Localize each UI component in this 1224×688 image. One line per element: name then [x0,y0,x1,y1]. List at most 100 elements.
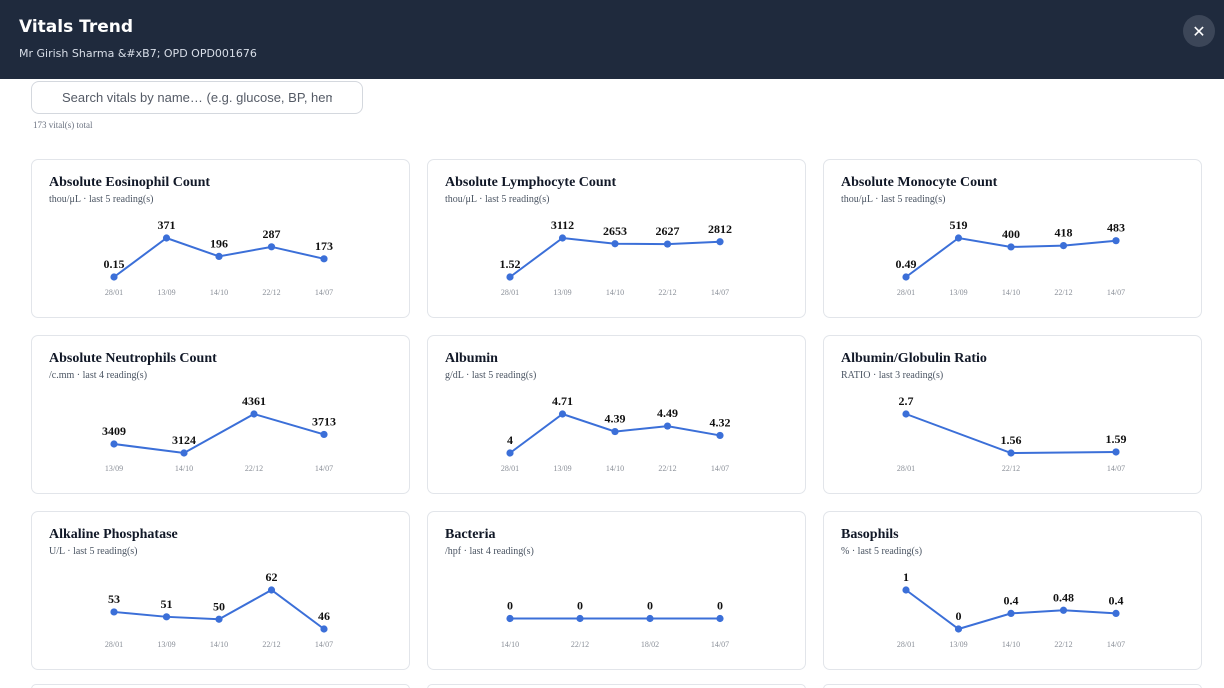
x-tick-label: 14/10 [1002,640,1020,649]
vital-trend-chart: 1 28/01 0 13/09 0.4 14/10 0.48 22/12 0.4 14/07 [897,570,1125,649]
vital-trend-chart: 4 28/01 4.71 13/09 4.39 14/10 4.49 22/12 4.32 14/… [501,394,731,473]
vital-card[interactable]: Alkaline Phosphatase U/L · last 5 reading… [31,511,410,670]
x-tick-label: 22/12 [1054,288,1072,297]
data-label: 62 [266,570,278,584]
x-tick-label: 22/12 [1054,640,1072,649]
search-input[interactable] [31,81,363,114]
data-label: 51 [161,597,173,611]
x-tick-label: 14/07 [1107,288,1125,297]
data-point [1059,606,1068,614]
data-point [716,431,724,440]
data-point [267,586,276,594]
vital-card-title: Absolute Eosinophil Count [49,175,211,190]
modal-title: Vitals Trend [19,17,134,37]
data-point [576,614,584,623]
x-tick-label: 22/12 [262,288,280,297]
vital-card-title: Bacteria [445,527,496,542]
data-label: 4.32 [710,415,731,429]
data-point [902,586,910,594]
data-label: 173 [315,239,333,253]
data-point [320,430,328,439]
x-tick-label: 28/01 [897,288,915,297]
vital-card[interactable]: Albumin g/dL · last 5 reading(s) 4 28/01 4.7… [427,335,806,494]
x-tick-label: 28/01 [897,640,915,649]
vital-card-subtitle: % · last 5 reading(s) [841,546,923,557]
x-tick-label: 13/09 [949,640,967,649]
vital-card-title: Absolute Lymphocyte Count [445,175,617,190]
data-label: 1.59 [1106,432,1127,446]
data-label: 0.49 [896,257,917,271]
x-tick-label: 28/01 [501,288,519,297]
close-button[interactable]: ✕ [1183,15,1215,47]
x-tick-label: 14/07 [1107,464,1125,473]
x-tick-label: 22/12 [1002,464,1020,473]
data-label: 0 [577,599,583,613]
vital-card-peek [427,684,806,688]
x-tick-label: 14/10 [210,288,228,297]
data-label: 4.49 [657,406,678,420]
vital-card-title: Absolute Neutrophils Count [49,351,217,366]
vital-card[interactable]: Bacteria/hpf · last 4 reading(s) 0 14/10 0 2… [427,511,806,670]
x-tick-label: 22/12 [658,288,676,297]
data-label: 287 [263,227,281,241]
data-point [954,625,963,633]
vital-card-title: Absolute Monocyte Count [841,175,998,190]
data-point [320,255,328,263]
x-tick-label: 14/07 [315,288,333,297]
x-tick-label: 14/10 [210,640,228,649]
x-tick-label: 14/07 [711,640,729,649]
data-point [1007,609,1015,617]
vital-card[interactable]: Albumin/Globulin Ratio RATIO · last 3 rea… [823,335,1202,494]
data-label: 2627 [656,224,680,238]
x-tick-label: 28/01 [105,640,123,649]
data-point [215,252,223,261]
vital-card-subtitle: g/dL · last 5 reading(s) [445,370,537,381]
data-point [1007,243,1015,251]
x-tick-label: 14/07 [1107,640,1125,649]
data-label: 0 [647,599,653,613]
x-tick-label: 13/09 [157,640,175,649]
data-label: 0.15 [104,257,125,271]
vital-card[interactable]: Absolute Monocyte Count thou/μL · last 5 … [823,159,1202,318]
data-point [1112,609,1120,617]
data-label: 0.4 [1109,593,1124,607]
vital-card-subtitle: thou/μL · last 5 reading(s) [841,194,946,205]
vital-trend-chart: 1.52 28/01 3112 13/09 2653 14/10 2627 22/12 2812… [500,218,733,297]
data-label: 4361 [242,394,266,408]
data-label: 3112 [551,218,574,232]
data-point [506,614,514,623]
data-point [1112,448,1120,456]
vital-card-subtitle: thou/μL · last 5 reading(s) [445,194,550,205]
x-tick-label: 14/10 [606,288,624,297]
data-point [558,234,567,242]
vital-trend-chart: 53 28/01 51 13/09 50 14/10 62 22/12 46 14/07 [105,570,333,649]
data-point [1007,449,1015,457]
vital-card[interactable]: Basophils % · last 5 reading(s) 1 28/01 0 13/… [823,511,1202,670]
data-label: 3409 [102,424,126,438]
vital-trend-chart: 3409 13/09 3124 14/10 4361 22/12 3713 14/07 [102,394,336,473]
data-label: 371 [158,218,176,232]
vital-card[interactable]: Absolute Neutrophils Count/c.mm · last 4… [31,335,410,494]
vital-card-peek [823,684,1202,688]
data-point [558,410,567,418]
data-point [110,440,118,448]
data-label: 2812 [708,222,732,236]
vital-card[interactable]: Absolute Lymphocyte Count thou/μL · last … [427,159,806,318]
data-point [1059,241,1068,250]
data-point [215,615,223,623]
data-label: 2.7 [899,394,914,408]
x-tick-label: 22/12 [571,640,589,649]
data-label: 4.71 [552,394,573,408]
data-label: 0.4 [1004,593,1019,607]
vital-card[interactable]: Absolute Eosinophil Count thou/μL · last … [31,159,410,318]
close-icon: ✕ [1192,21,1206,41]
data-label: 196 [210,236,228,250]
data-label: 4 [507,433,513,447]
trend-line [113,412,325,455]
vital-trend-chart: 0 14/10 0 22/12 0 18/02 0 14/07 [501,599,729,650]
vital-card-subtitle: /hpf · last 4 reading(s) [445,546,534,557]
vital-trend-chart: 0.49 28/01 519 13/09 400 14/10 418 22/12 483 14/0… [896,218,1126,297]
data-point [162,613,171,621]
data-point [663,240,672,248]
vital-card-subtitle: thou/μL · last 5 reading(s) [49,194,154,205]
